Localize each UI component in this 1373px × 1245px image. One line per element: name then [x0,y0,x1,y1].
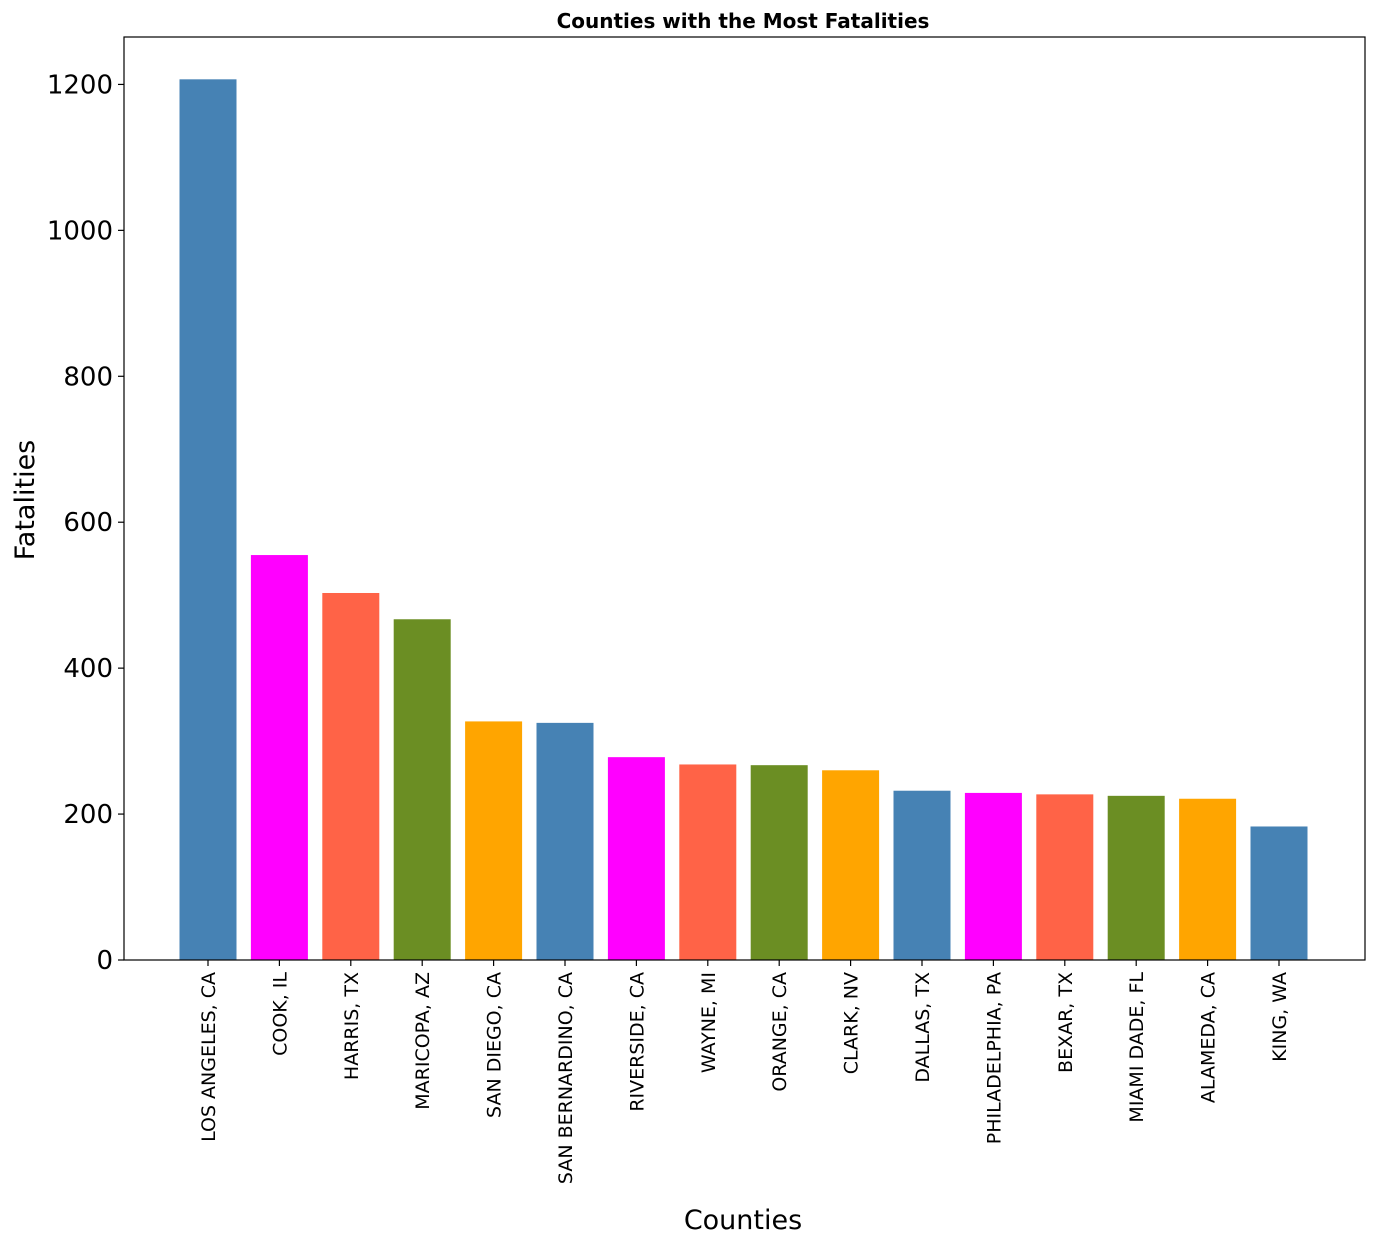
bar-11 [964,792,1022,960]
x-tick-label: SAN DIEGO, CA [484,972,506,1118]
bar-9 [822,770,880,960]
bar-6 [607,757,665,960]
y-axis-label: Fatalities [10,440,41,561]
y-tick-label: 400 [63,654,113,684]
x-tick-label: MARICOPA, AZ [412,972,434,1110]
x-tick-label: WAYNE, MI [698,972,720,1073]
y-tick-label: 1000 [47,216,113,246]
y-tick-label: 600 [63,508,113,538]
y-tick-label: 1200 [47,70,113,100]
x-tick-label: ORANGE, CA [769,972,791,1092]
bar-0 [179,79,237,960]
bar-4 [465,721,523,960]
y-tick-label: 0 [96,946,113,976]
bar-10 [893,790,951,960]
x-tick-label: COOK, IL [269,972,291,1056]
bar-3 [393,619,451,960]
x-tick-label: HARRIS, TX [341,972,363,1080]
x-tick-label: MIAMI DADE, FL [1126,972,1148,1123]
x-tick-label: ALAMEDA, CA [1198,972,1220,1103]
x-tick-label: BEXAR, TX [1055,972,1077,1073]
x-tick-label: KING, WA [1269,972,1291,1062]
x-tick-label: SAN BERNARDINO, CA [555,972,577,1184]
x-tick-label: DALLAS, TX [912,972,934,1083]
x-tick-label: PHILADELPHIA, PA [983,972,1005,1144]
y-axis-ticks: 0 200 400 600 800 1000 1200 [47,70,124,976]
bar-1 [250,555,308,960]
bar-15 [1250,826,1308,960]
bar-7 [679,764,737,960]
bar-2 [322,592,380,960]
x-axis-ticks: LOS ANGELES, CA COOK, IL HARRIS, TX MARICOP… [198,960,1291,1184]
y-tick-label: 800 [63,362,113,392]
bar-12 [1036,794,1094,960]
bars-group [179,79,1308,960]
x-tick-label: LOS ANGELES, CA [198,972,220,1142]
bar-5 [536,722,594,960]
y-tick-label: 200 [63,800,113,830]
plot-area-frame [123,36,1366,961]
x-tick-label: RIVERSIDE, CA [626,972,648,1112]
chart-title: Counties with the Most Fatalities [557,9,930,33]
x-tick-label: CLARK, NV [841,972,863,1074]
x-axis-label: Counties [684,1205,802,1236]
bar-8 [750,765,808,960]
bar-14 [1179,798,1237,960]
bar-13 [1107,795,1165,960]
